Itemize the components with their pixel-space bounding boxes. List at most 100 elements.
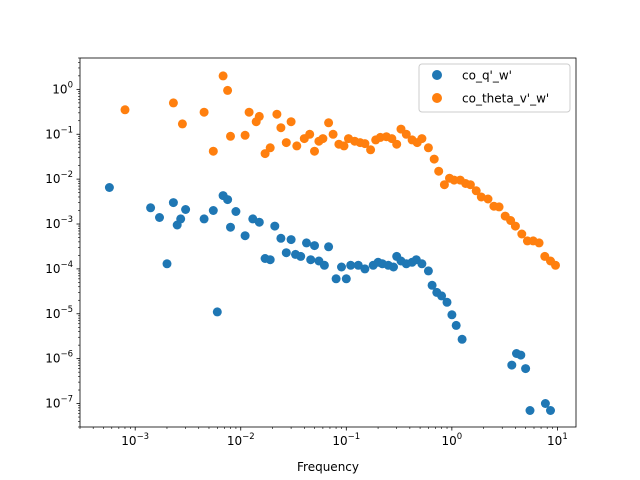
data-point — [434, 166, 444, 176]
data-point — [254, 111, 264, 121]
data-point — [146, 203, 156, 213]
data-point — [389, 262, 398, 272]
y-tick-label: 10−6 — [45, 350, 73, 366]
y-axis-ticks: 10−7 10−6 10−5 10−4 10−3 10−2 10−1 100 — [45, 80, 80, 411]
y-tick-label: 10−1 — [45, 125, 73, 141]
y-tick-label: 100 — [52, 80, 73, 96]
data-point — [546, 406, 555, 415]
data-point — [360, 264, 370, 274]
data-point — [339, 141, 349, 151]
data-point — [551, 260, 560, 270]
data-point — [331, 274, 341, 284]
data-point — [296, 251, 306, 261]
data-point — [276, 233, 286, 243]
data-point — [168, 198, 178, 208]
y-tick-label: 10−2 — [45, 170, 73, 186]
data-point — [517, 229, 527, 239]
data-point — [120, 105, 130, 115]
x-tick-label: 10−3 — [121, 432, 149, 448]
data-point — [176, 214, 186, 224]
data-point — [507, 360, 517, 370]
data-point — [510, 221, 520, 231]
data-point — [457, 334, 467, 344]
data-point — [306, 255, 316, 265]
data-point — [401, 129, 411, 139]
data-point — [240, 231, 250, 241]
data-point — [265, 255, 275, 265]
x-tick-label: 10−2 — [227, 432, 255, 448]
data-point — [429, 154, 439, 164]
data-point — [281, 248, 291, 258]
data-point — [516, 350, 526, 360]
data-point — [281, 138, 291, 148]
data-point — [265, 143, 275, 153]
series-0 — [104, 183, 555, 415]
data-point — [254, 217, 264, 227]
data-point — [417, 259, 427, 269]
data-point — [231, 207, 241, 216]
data-point — [223, 195, 233, 205]
data-point — [226, 131, 235, 141]
x-axis-label: Frequency — [297, 460, 359, 474]
data-point — [218, 71, 228, 81]
data-point — [423, 143, 433, 153]
data-point — [417, 134, 427, 144]
data-point — [471, 186, 481, 196]
legend-box — [418, 63, 571, 113]
data-point — [302, 238, 311, 248]
data-point — [360, 139, 370, 149]
data-point — [199, 107, 209, 117]
data-point — [272, 109, 282, 119]
data-point — [260, 149, 270, 159]
data-point — [451, 320, 461, 330]
y-tick-label: 10−3 — [45, 215, 73, 231]
data-point — [525, 406, 535, 415]
data-point — [346, 260, 356, 270]
data-point — [324, 242, 334, 252]
legend: co_q'_w' co_theta_v'_w' — [418, 63, 571, 113]
data-point — [337, 262, 346, 272]
data-point — [540, 399, 550, 408]
legend-label-co-q-w: co_q'_w' — [462, 69, 512, 83]
data-point — [437, 291, 447, 301]
legend-marker-co-theta-v-w — [432, 93, 442, 103]
data-point — [494, 202, 504, 212]
data-point — [162, 259, 172, 269]
data-point — [328, 129, 338, 139]
data-point — [226, 222, 235, 232]
x-tick-label: 100 — [442, 432, 463, 448]
data-point — [181, 205, 191, 214]
data-point — [366, 145, 376, 155]
x-axis-ticks: 10−3 10−2 10−1 100 101 — [121, 427, 568, 448]
data-point — [310, 146, 319, 156]
data-point — [534, 238, 544, 248]
data-point — [276, 123, 286, 133]
legend-marker-co-q-w — [432, 70, 442, 80]
plot-frame — [79, 57, 577, 428]
data-point — [423, 266, 433, 276]
data-point — [240, 130, 250, 140]
data-point — [286, 117, 296, 127]
legend-label-co-theta-v-w: co_theta_v'_w' — [462, 92, 549, 106]
data-point — [270, 221, 280, 231]
x-tick-label: 10−1 — [332, 432, 360, 448]
data-points — [104, 71, 560, 415]
data-point — [324, 118, 334, 128]
data-point — [353, 260, 363, 270]
data-point — [212, 307, 222, 317]
data-point — [465, 180, 475, 190]
data-point — [447, 310, 457, 320]
series-1 — [120, 71, 560, 270]
x-tick-label: 101 — [547, 432, 568, 448]
data-point — [177, 119, 187, 129]
data-point — [305, 129, 315, 139]
data-point — [427, 280, 437, 290]
data-point — [155, 213, 164, 222]
data-point — [208, 206, 218, 215]
data-point — [199, 214, 209, 224]
y-tick-label: 10−7 — [45, 395, 73, 411]
data-point — [392, 139, 402, 149]
data-point — [168, 98, 178, 108]
data-point — [310, 241, 319, 251]
